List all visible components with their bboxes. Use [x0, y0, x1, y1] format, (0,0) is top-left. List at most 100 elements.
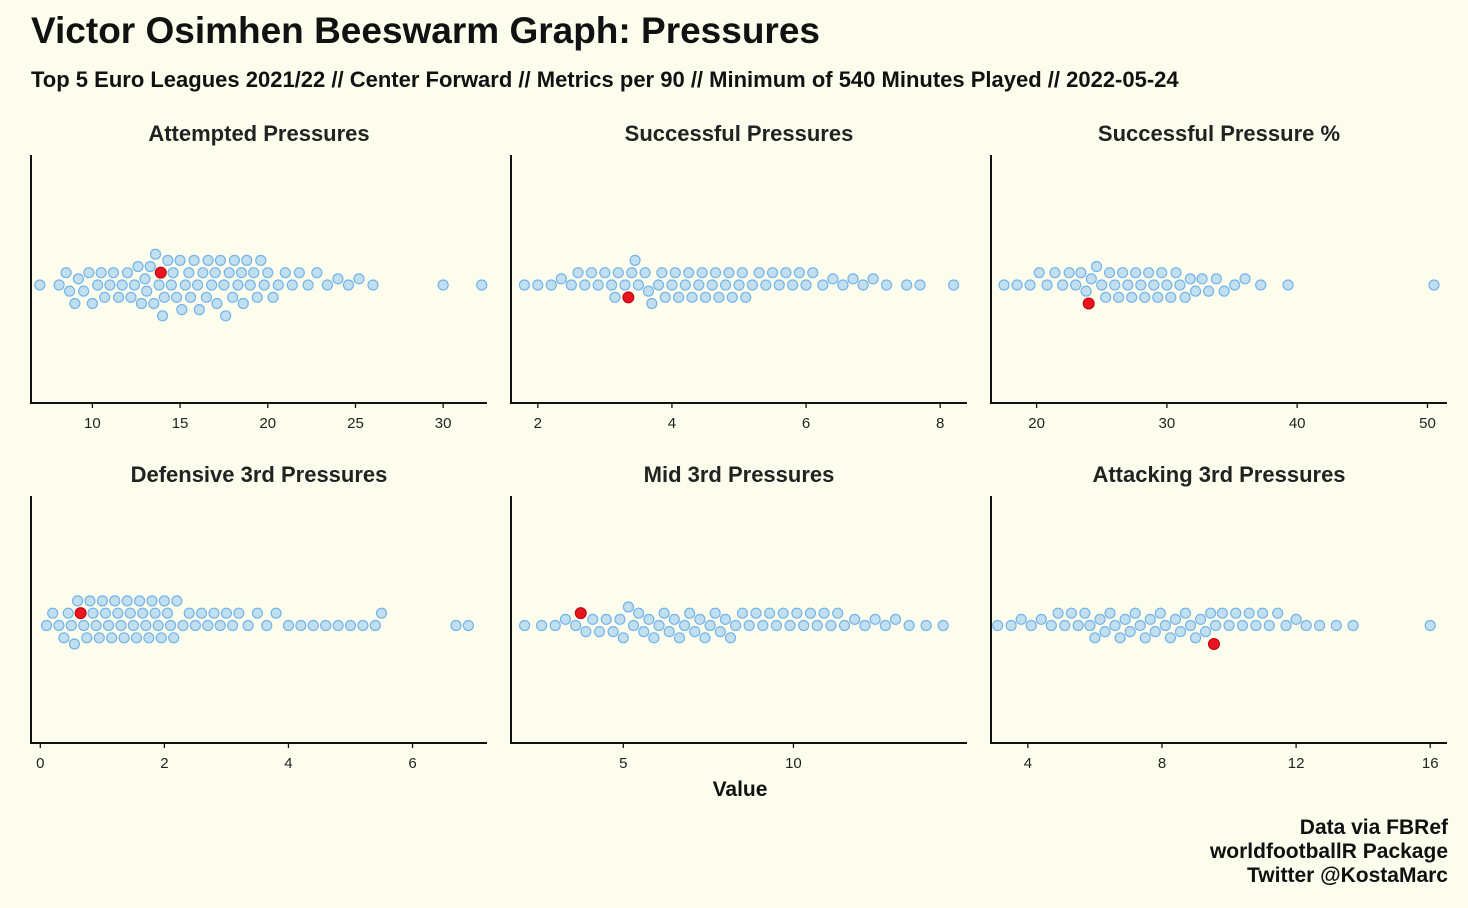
data-point [684, 607, 696, 619]
data-point [218, 279, 230, 291]
data-point [678, 619, 691, 632]
data-point [743, 619, 755, 632]
data-point [622, 601, 635, 613]
data-point [197, 267, 209, 279]
data-point [1159, 619, 1171, 632]
data-point [148, 297, 160, 310]
data-point [724, 632, 737, 644]
data-point [209, 267, 221, 279]
data-point [183, 267, 195, 279]
data-point [228, 254, 241, 266]
data-point [1085, 273, 1097, 285]
data-point [1094, 613, 1106, 625]
data-point [760, 279, 772, 291]
data-point [683, 267, 695, 279]
chart-subtitle: Top 5 Euro Leagues 2021/22 // Center For… [31, 67, 1179, 92]
data-point [1218, 285, 1230, 297]
data-point [693, 279, 705, 291]
x-tick-label: 2 [534, 415, 542, 432]
data-point [669, 267, 681, 279]
data-point [1045, 619, 1057, 632]
data-point [158, 291, 170, 303]
data-point [167, 267, 179, 279]
data-point [1424, 619, 1436, 632]
data-point [1169, 613, 1182, 625]
data-point [642, 285, 655, 297]
data-point [251, 607, 264, 619]
data-point [149, 248, 162, 260]
data-point [40, 619, 53, 632]
data-point [1164, 632, 1176, 644]
data-point [668, 613, 680, 625]
data-point [673, 291, 685, 303]
data-point [629, 254, 641, 266]
data-point [719, 613, 731, 625]
data-point [107, 267, 120, 279]
data-point [879, 619, 891, 632]
data-point [559, 613, 572, 625]
data-point [1139, 632, 1151, 644]
data-point [176, 304, 188, 316]
data-point [90, 619, 102, 632]
data-point [369, 619, 381, 632]
data-point [1129, 607, 1141, 619]
data-point [1084, 619, 1096, 632]
data-point [1184, 619, 1197, 632]
data-point [764, 607, 776, 619]
highlighted-player-point [574, 607, 587, 620]
data-point [699, 291, 712, 303]
data-point [658, 607, 670, 619]
data-point [189, 619, 202, 632]
data-point [282, 619, 295, 632]
x-tick-label: 25 [347, 415, 364, 432]
data-point [84, 595, 96, 607]
x-tick-label: 6 [802, 415, 810, 432]
x-tick-label: 10 [84, 415, 101, 432]
data-point [633, 607, 645, 619]
data-point [139, 273, 151, 285]
data-point [723, 267, 735, 279]
data-point [773, 279, 785, 291]
data-point [192, 279, 204, 291]
data-point [800, 279, 812, 291]
data-point [248, 267, 260, 279]
data-point [53, 279, 65, 291]
highlighted-player-point [74, 607, 87, 620]
data-point [1170, 267, 1182, 279]
x-axis-label: Value [712, 778, 768, 801]
data-point [585, 267, 598, 279]
data-point [709, 267, 722, 279]
data-point [232, 279, 244, 291]
data-point [118, 632, 130, 644]
data-point [825, 619, 837, 632]
data-point [1090, 260, 1103, 273]
data-point [155, 632, 167, 644]
data-point [1313, 619, 1326, 632]
data-point [133, 595, 146, 607]
data-point [1080, 285, 1092, 297]
x-tick-label: 30 [1159, 415, 1176, 432]
data-point [62, 607, 74, 619]
x-tick-label: 20 [259, 415, 276, 432]
data-point [1041, 279, 1053, 291]
x-tick-label: 0 [36, 755, 44, 772]
data-point [587, 613, 599, 625]
data-point [1184, 273, 1196, 285]
data-point [648, 632, 660, 644]
x-tick-label: 12 [1288, 755, 1305, 772]
data-point [206, 279, 218, 291]
data-point [605, 279, 618, 291]
data-point [99, 291, 111, 303]
data-point [223, 267, 235, 279]
data-point [86, 297, 98, 310]
data-point [321, 279, 333, 291]
data-point [1024, 279, 1036, 291]
data-point [193, 304, 205, 316]
data-point [867, 273, 879, 285]
data-point [320, 619, 332, 632]
data-point [1250, 619, 1262, 632]
data-point [652, 279, 665, 291]
data-point [81, 632, 93, 644]
data-point [780, 267, 792, 279]
x-tick-label: 20 [1028, 415, 1045, 432]
